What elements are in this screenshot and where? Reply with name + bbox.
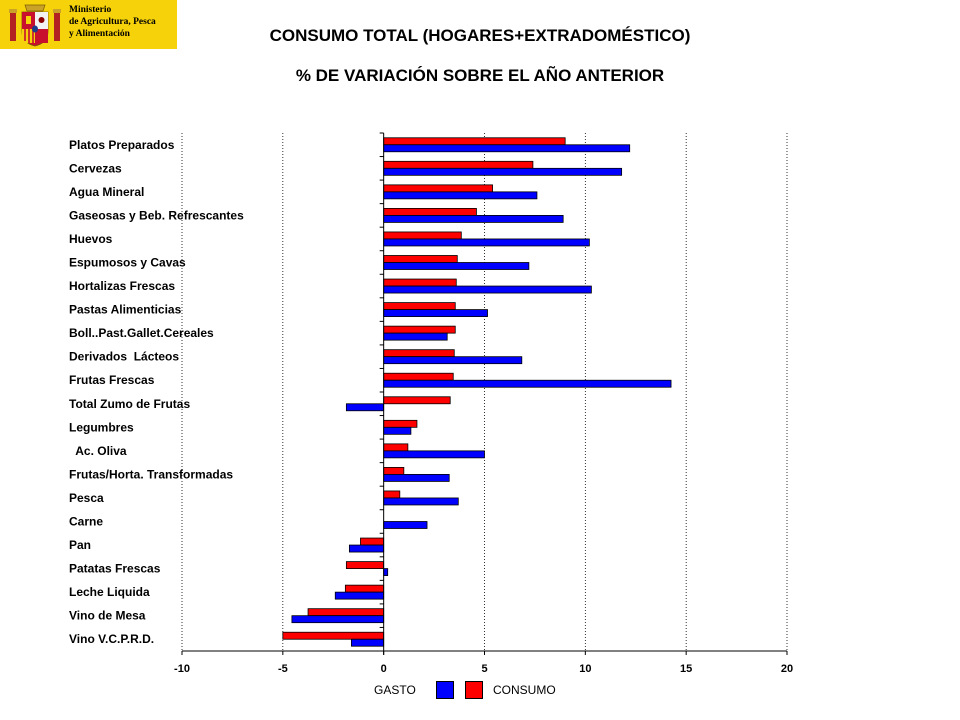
chart-subtitle: % DE VARIACIÓN SOBRE EL AÑO ANTERIOR <box>295 66 665 85</box>
category-label: Carne <box>69 515 103 529</box>
category-label: Leche Liquida <box>69 585 150 599</box>
consumo-bar <box>383 372 454 381</box>
gasto-bar <box>345 403 385 412</box>
consumo-bar <box>282 631 385 640</box>
gasto-bar <box>383 379 672 388</box>
gasto-bar <box>383 568 389 576</box>
ministry-line: de Agricultura, Pesca <box>69 17 156 27</box>
consumo-bar <box>383 396 451 405</box>
category-label: Legumbres <box>69 420 134 434</box>
category-label: Espumosos y Cavas <box>69 256 186 270</box>
x-tick-label: 0 <box>381 663 387 675</box>
category-label: Cervezas <box>69 161 122 175</box>
category-label: Total Zumo de Frutas <box>69 397 190 411</box>
consumo-bar <box>383 137 566 146</box>
gasto-bar <box>383 215 564 223</box>
category-label: Vino de Mesa <box>69 609 146 623</box>
consumo-bar <box>383 325 456 334</box>
consumo-bar <box>383 490 401 499</box>
x-tick-label: 15 <box>680 663 692 675</box>
category-label: Frutas Frescas <box>69 373 155 387</box>
consumo-bar <box>383 160 534 169</box>
x-tick-label: 5 <box>481 663 487 675</box>
category-label: Hortalizas Frescas <box>69 279 175 293</box>
chart-title: CONSUMO TOTAL (HOGARES+EXTRADOMÉSTICO) <box>269 26 691 45</box>
consumo-bar <box>383 443 409 452</box>
x-tick-label: -5 <box>278 663 288 675</box>
category-label: Platos Preparados <box>69 138 175 152</box>
category-label: Huevos <box>69 232 113 246</box>
consumo-bar <box>307 608 385 617</box>
consumo-bar <box>383 255 458 263</box>
legend-label-consumo: CONSUMO <box>493 683 556 697</box>
gasto-bar <box>383 450 485 459</box>
ministry-badge: Ministerio de Agricultura, Pesca y Alime… <box>0 0 177 49</box>
ministry-name: Ministerio de Agricultura, Pesca y Alime… <box>69 4 156 40</box>
consumo-bar <box>383 467 405 475</box>
gasto-bar <box>383 238 590 247</box>
x-tick-label: -10 <box>174 663 190 675</box>
category-label: Vino V.C.P.R.D. <box>69 632 154 646</box>
legend-label-gasto: GASTO <box>374 683 416 697</box>
consumo-bar <box>383 278 457 287</box>
consumo-bar <box>383 302 456 310</box>
category-label: Gaseosas y Beb. Refrescantes <box>69 208 244 222</box>
consumo-bar <box>344 584 385 593</box>
gasto-bar <box>383 332 448 341</box>
consumo-bar <box>383 184 493 193</box>
consumo-bar <box>360 537 385 546</box>
gasto-bar <box>383 167 623 176</box>
gasto-bar <box>383 191 538 200</box>
gasto-bar <box>383 262 530 270</box>
x-tick-label: 10 <box>579 663 591 675</box>
consumo-bar <box>383 208 477 216</box>
gasto-bar <box>383 497 459 506</box>
category-label: Derivados Lácteos <box>69 350 179 364</box>
category-label: Pesca <box>69 491 104 505</box>
gasto-bar <box>383 426 412 435</box>
consumo-bar <box>345 561 385 569</box>
category-label: Ac. Oliva <box>69 444 127 458</box>
category-label: Agua Mineral <box>69 185 144 199</box>
legend-swatch-gasto <box>436 681 454 699</box>
spanish-coat-of-arms-icon <box>9 4 61 47</box>
consumo-bar <box>383 231 462 240</box>
category-label: Frutas/Horta. Transformadas <box>69 467 233 481</box>
x-tick-label: 20 <box>781 663 793 675</box>
gasto-bar <box>383 521 428 529</box>
gasto-bar <box>383 309 488 317</box>
gasto-bar <box>291 615 385 624</box>
gasto-bar <box>383 356 523 365</box>
ministry-line: y Alimentación <box>69 29 130 39</box>
category-label: Boll..Past.Gallet.Cereales <box>69 326 214 340</box>
gasto-bar <box>350 638 385 647</box>
ministry-line: Ministerio <box>69 5 112 15</box>
consumo-bar <box>383 349 455 358</box>
category-label: Pan <box>69 538 91 552</box>
gasto-bar <box>383 144 631 153</box>
gasto-bar <box>383 474 450 482</box>
category-label: Patatas Frescas <box>69 562 161 576</box>
gasto-bar <box>348 544 385 553</box>
consumo-bar <box>383 419 418 428</box>
legend-swatch-consumo <box>465 681 483 699</box>
category-label: Pastas Alimenticias <box>69 303 182 317</box>
gasto-bar <box>334 591 385 600</box>
gasto-bar <box>383 285 592 294</box>
